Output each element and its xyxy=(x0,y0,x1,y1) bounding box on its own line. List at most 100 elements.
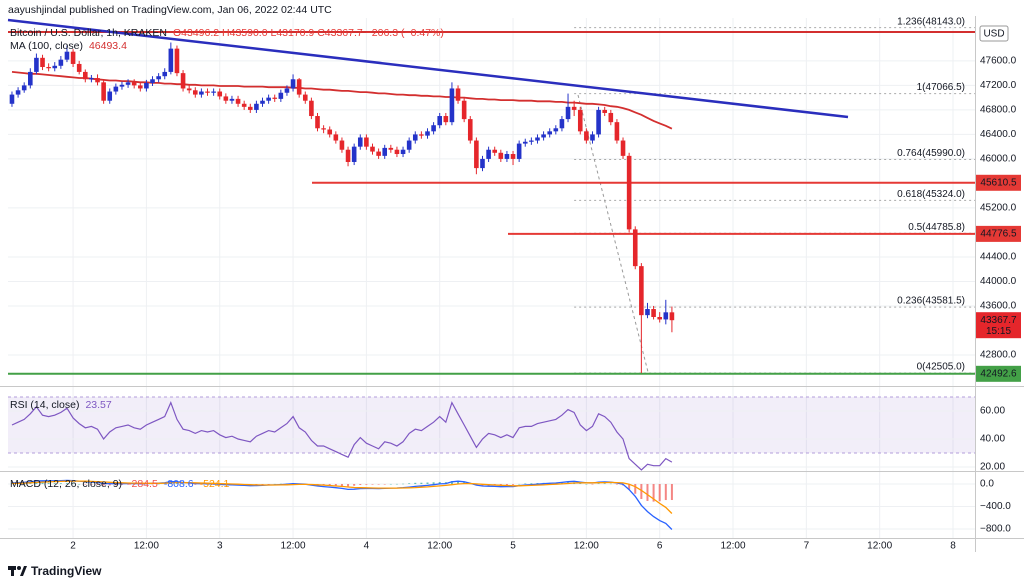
candle-body xyxy=(565,106,571,120)
candle-body xyxy=(254,103,259,110)
histogram-bar xyxy=(279,483,282,485)
histogram-bar xyxy=(29,482,32,485)
histogram-bar xyxy=(267,484,270,485)
histogram-bar xyxy=(579,483,582,485)
fib-label: 0.236(43581.5) xyxy=(897,296,965,307)
macd-title: MACD (12, 26, close, 9) xyxy=(10,478,122,490)
level-price-label: 42492.6 xyxy=(980,368,1017,379)
y-tick-label: −400.0 xyxy=(980,501,1011,512)
y-tick-label: 42800.0 xyxy=(980,350,1017,361)
histogram-bar xyxy=(157,483,160,485)
candle-body xyxy=(614,122,620,141)
rsi-line xyxy=(11,400,673,471)
histogram-bar xyxy=(359,484,362,485)
histogram-value: -284.5 xyxy=(128,478,158,490)
candle-body xyxy=(504,154,510,159)
y-tick-label: 44000.0 xyxy=(980,276,1017,287)
histogram-bar xyxy=(53,483,56,485)
candle-body xyxy=(651,309,656,317)
fib-label: 0.764(45990.0) xyxy=(897,148,965,159)
candle-body xyxy=(419,134,424,136)
fib-label: 0.5(44785.8) xyxy=(908,222,965,233)
histogram-bar xyxy=(438,481,441,485)
histogram-bar xyxy=(640,484,643,499)
candle-body xyxy=(217,91,223,97)
candle-body xyxy=(376,151,381,156)
candle-body xyxy=(351,146,357,162)
candle-body xyxy=(657,316,662,320)
candle-body xyxy=(223,96,229,101)
candle-body xyxy=(9,94,15,104)
histogram-bar xyxy=(609,483,612,485)
candle-body xyxy=(266,97,271,101)
candle-body xyxy=(327,129,333,135)
histogram-bar xyxy=(347,484,350,487)
histogram-bar xyxy=(175,483,178,485)
x-tick-label: 12:00 xyxy=(867,541,892,552)
candle-body xyxy=(467,119,473,141)
candle-body xyxy=(180,73,186,89)
candle-body xyxy=(596,109,601,135)
x-tick-label: 12:00 xyxy=(721,541,746,552)
y-tick-label: 40.00 xyxy=(980,434,1005,445)
macd-line xyxy=(11,479,673,530)
x-tick-label: 2 xyxy=(70,541,76,552)
histogram-bar xyxy=(90,484,93,485)
histogram-bar xyxy=(72,483,75,485)
histogram-bar xyxy=(133,484,136,485)
candle-body xyxy=(272,97,278,99)
histogram-bar xyxy=(120,484,123,485)
y-tick-label: 47600.0 xyxy=(980,56,1017,67)
histogram-bar xyxy=(402,483,405,485)
candle-body xyxy=(52,65,58,69)
candle-body xyxy=(211,91,216,93)
x-tick-label: 12:00 xyxy=(281,541,306,552)
ma-value: 46493.4 xyxy=(89,40,127,52)
candle-body xyxy=(584,131,589,141)
candle-body xyxy=(58,59,64,66)
histogram-bar xyxy=(658,484,661,502)
candle-body xyxy=(156,76,161,80)
histogram-bar xyxy=(47,482,50,485)
histogram-bar xyxy=(615,484,618,485)
candle-body xyxy=(107,91,113,101)
histogram-bar xyxy=(151,484,154,485)
rsi-name: RSI (14, close) xyxy=(10,399,79,411)
candle-body xyxy=(535,137,540,141)
currency-box xyxy=(979,25,1009,42)
histogram-bar xyxy=(59,483,62,485)
histogram-bar xyxy=(664,484,667,501)
trend-line xyxy=(7,18,849,119)
candle-body xyxy=(425,131,430,136)
fib-label: 1.236(48143.0) xyxy=(897,16,965,27)
logo-shape xyxy=(11,566,14,576)
x-tick-label: 12:00 xyxy=(134,541,159,552)
ma-name: MA (100, close) xyxy=(10,40,83,52)
y-tick-label: 44400.0 xyxy=(980,252,1017,263)
candle-body xyxy=(571,106,577,110)
candle-body xyxy=(577,109,583,132)
candle-body xyxy=(199,91,204,95)
candle-body xyxy=(278,92,284,99)
candle-body xyxy=(547,131,553,135)
candle-body xyxy=(645,309,650,316)
candle-body xyxy=(21,85,27,91)
histogram-bar xyxy=(182,483,185,485)
rsi-legend: RSI (14, close) 23.57 xyxy=(10,399,112,411)
histogram-bar xyxy=(65,483,68,485)
candle-body xyxy=(89,78,94,80)
x-tick-label: 5 xyxy=(510,541,516,552)
candle-body xyxy=(632,229,638,267)
histogram-bar xyxy=(35,482,38,485)
candle-body xyxy=(70,51,76,64)
publisher-line: aayushjindal published on TradingView.co… xyxy=(8,4,332,16)
candle-body xyxy=(412,134,418,141)
histogram-bar xyxy=(530,483,533,485)
y-tick-label: −800.0 xyxy=(980,524,1011,535)
y-tick-label: 43600.0 xyxy=(980,301,1017,312)
candle-body xyxy=(357,137,363,147)
histogram-bar xyxy=(591,484,594,485)
candle-body xyxy=(247,106,253,110)
candle-body xyxy=(82,71,88,80)
